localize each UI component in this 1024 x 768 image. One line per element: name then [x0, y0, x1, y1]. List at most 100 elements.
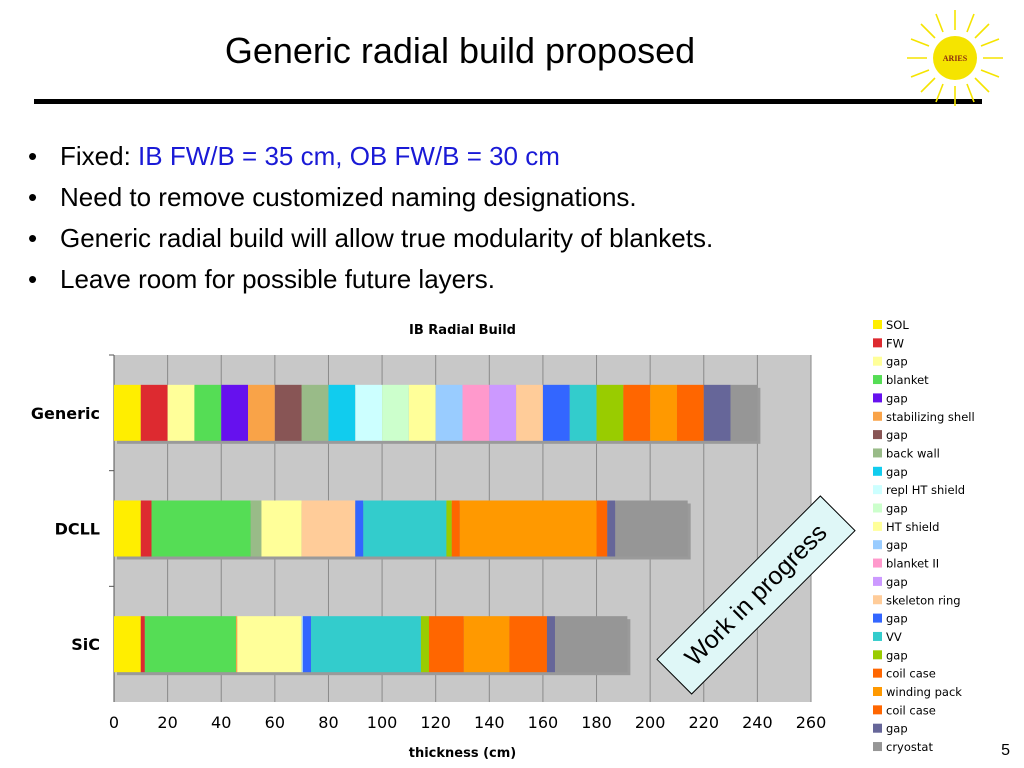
y-category-label: Generic — [31, 404, 100, 423]
legend-swatch — [873, 723, 882, 733]
legend-swatch — [873, 613, 882, 623]
bullet-marker: • — [28, 264, 38, 294]
bar-segment-generic — [221, 384, 249, 441]
bar-segment-generic — [140, 384, 168, 441]
x-tick-label: 60 — [265, 713, 285, 732]
x-tick-label: 20 — [157, 713, 177, 732]
bar-segment-generic — [194, 384, 222, 441]
legend-swatch — [873, 705, 882, 715]
legend-label: HT shield — [886, 520, 939, 534]
slide-title: Generic radial build proposed — [224, 30, 696, 71]
bar-segment-sic — [546, 616, 555, 673]
bar-segment-dcll — [607, 500, 616, 557]
x-tick-label: 80 — [318, 713, 338, 732]
legend-swatch — [873, 540, 882, 550]
bar-segment-generic — [382, 384, 409, 441]
bullet-item: • Generic radial build will allow true mo… — [28, 218, 713, 259]
bar-segment-generic — [248, 384, 275, 441]
legend-label: SOL — [886, 318, 909, 332]
bar-segment-sic — [301, 616, 303, 673]
x-tick-label: 220 — [688, 713, 719, 732]
legend-swatch — [873, 650, 882, 660]
legend-label: coil case — [886, 703, 936, 717]
bullet-marker: • — [28, 141, 38, 171]
bar-segment-generic — [703, 384, 731, 441]
legend-label: gap — [886, 428, 908, 442]
bar-segment-dcll — [261, 500, 302, 557]
legend-swatch — [873, 393, 882, 403]
bar-segment-generic — [408, 384, 436, 441]
bar-segment-sic — [235, 616, 238, 673]
bullet-marker: • — [28, 182, 38, 212]
bar-segment-dcll — [301, 500, 356, 557]
legend-label: cryostat — [886, 740, 933, 754]
legend-label: gap — [886, 465, 908, 479]
x-tick-label: 0 — [109, 713, 119, 732]
bullet-marker: • — [28, 223, 38, 253]
legend-swatch — [873, 320, 882, 329]
bar-segment-generic — [542, 384, 570, 441]
aries-logo: ARIES — [907, 10, 1003, 106]
legend-swatch — [873, 558, 882, 568]
bar-segment-dcll — [140, 500, 152, 557]
bar-segment-sic — [509, 616, 547, 673]
bullet-text: Fixed: — [60, 141, 139, 171]
bar-segment-generic — [328, 384, 356, 441]
bar-segment-sic — [237, 616, 302, 673]
x-tick-label: 200 — [635, 713, 666, 732]
bar-segment-sic — [428, 616, 464, 673]
bar-segment-sic — [140, 616, 145, 673]
bar-segment-generic — [623, 384, 651, 441]
bar-segment-dcll — [114, 500, 141, 557]
legend-label: gap — [886, 648, 908, 662]
legend-swatch — [873, 356, 882, 366]
legend-label: gap — [886, 612, 908, 626]
bar-segment-generic — [274, 384, 302, 441]
legend-swatch — [873, 375, 882, 385]
legend-label: VV — [886, 630, 902, 644]
legend-swatch — [873, 466, 882, 476]
bar-segment-generic — [650, 384, 677, 441]
bar-segment-dcll — [459, 500, 597, 557]
x-tick-label: 40 — [211, 713, 231, 732]
x-tick-label: 140 — [474, 713, 505, 732]
bar-segment-sic — [144, 616, 236, 673]
bar-segment-sic — [302, 616, 312, 673]
legend-label: gap — [886, 502, 908, 516]
bar-segment-generic — [569, 384, 597, 441]
legend-swatch — [873, 576, 882, 586]
x-axis-label: thickness (cm) — [409, 746, 517, 761]
legend-label: back wall — [886, 446, 940, 460]
x-tick-label: 180 — [581, 713, 612, 732]
legend-swatch — [873, 521, 882, 531]
bullet-item: • Leave room for possible future layers. — [28, 259, 713, 300]
x-tick-label: 240 — [742, 713, 773, 732]
bullet-item: • Need to remove customized naming design… — [28, 177, 713, 218]
sun-disc-icon — [933, 36, 977, 80]
bar-segment-dcll — [451, 500, 460, 557]
bullet-highlight: IB FW/B = 35 cm, OB FW/B = 30 cm — [138, 141, 560, 171]
bar-segment-sic — [463, 616, 510, 673]
legend-label: gap — [886, 575, 908, 589]
bullet-text: Generic radial build will allow true mod… — [60, 223, 714, 253]
y-category-label: SiC — [71, 635, 100, 654]
legend-swatch — [873, 485, 882, 495]
legend-swatch — [873, 448, 882, 458]
bar-segment-generic — [114, 384, 141, 441]
bar-segment-dcll — [596, 500, 608, 557]
bar-segment-dcll — [446, 500, 452, 557]
legend-label: gap — [886, 722, 908, 736]
legend-swatch — [873, 687, 882, 696]
legend-label: FW — [886, 336, 904, 350]
legend-label: skeleton ring — [886, 593, 961, 607]
bar-segment-sic — [114, 616, 141, 673]
legend-label: gap — [886, 538, 908, 552]
title-divider — [34, 99, 982, 104]
legend-label: blanket II — [886, 557, 939, 571]
bar-segment-dcll — [363, 500, 447, 557]
x-tick-label: 260 — [796, 713, 827, 732]
legend-label: repl HT shield — [886, 483, 965, 497]
x-tick-label: 160 — [528, 713, 559, 732]
bar-segment-sic — [554, 616, 628, 673]
x-tick-label: 120 — [420, 713, 451, 732]
